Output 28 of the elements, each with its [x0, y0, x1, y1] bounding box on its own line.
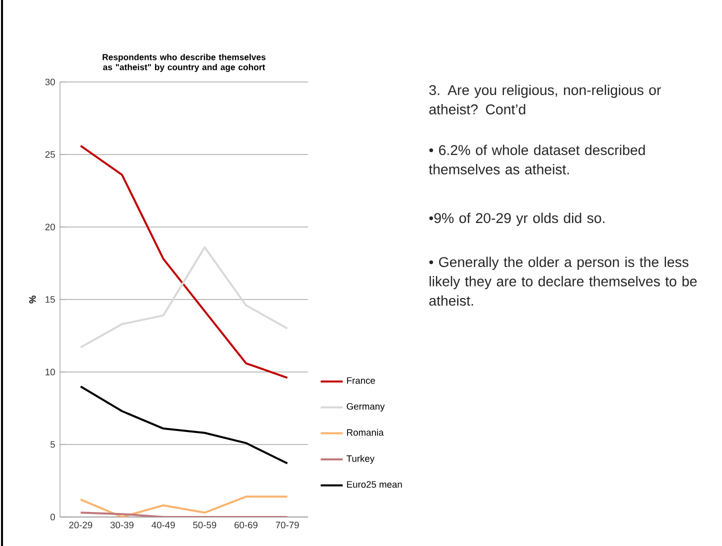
legend-label: Euro25 mean [347, 481, 402, 488]
text: • Generally the older a person is the less likely they are to declare themselves to be atheist. [429, 256, 697, 306]
x-tick-label: 40-49 [152, 522, 175, 528]
y-tick-label: 25 [45, 151, 55, 158]
legend-label: Romania [347, 428, 384, 436]
x-tick-label: 20-29 [69, 522, 92, 528]
x-tick-label: 60-69 [234, 522, 258, 528]
x-tick-label: 70-79 [276, 522, 299, 528]
y-axis-title: % [29, 296, 36, 304]
x-tick-label: 50-59 [193, 522, 216, 528]
line-series [80, 496, 288, 517]
legend-label: Germany [346, 403, 385, 412]
line-series [80, 246, 288, 348]
y-tick-label: 30 [45, 78, 55, 86]
y-tick-label: 10 [46, 368, 55, 376]
line-series [80, 144, 288, 379]
y-tick-label: 15 [46, 296, 55, 303]
y-tick-label: 0 [50, 514, 55, 520]
line-series [80, 385, 288, 464]
legend-label: France [347, 377, 375, 384]
y-tick-label: 20 [45, 224, 55, 230]
text: 3. Are you religious, non-religious or atheist? Cont’d [429, 84, 661, 114]
chart-title: Respondents who describe themselves as "atheist" by country and age cohort [102, 54, 266, 72]
text: • 6.2% of whole dataset described themselves as atheist. [428, 144, 645, 174]
x-tick-label: 30-39 [110, 522, 134, 528]
y-tick-label: 5 [50, 441, 55, 448]
legend-label: Turkey [346, 455, 375, 464]
text: •9% of 20-29 yr olds did so. [429, 212, 604, 226]
